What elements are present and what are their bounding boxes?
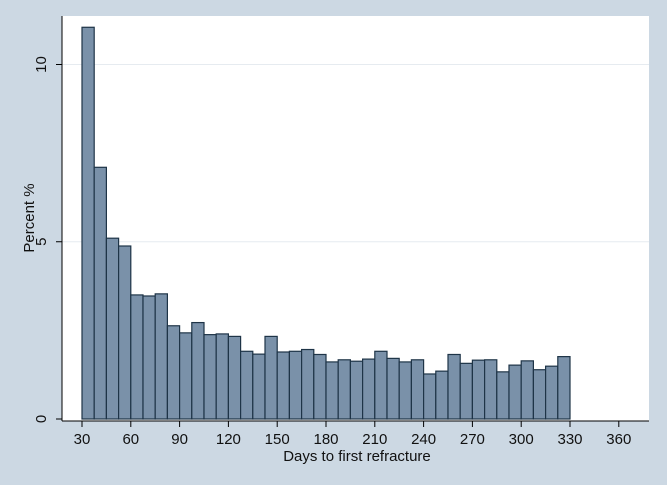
- bar-36: [520, 360, 535, 420]
- bar-10: [203, 334, 217, 420]
- bar-31: [459, 362, 474, 420]
- x-tick-label-300: 300: [509, 431, 534, 448]
- bar-5: [142, 295, 156, 420]
- bar-0: [81, 26, 95, 420]
- bar-12: [227, 335, 242, 420]
- y-tick-label-10: 10: [33, 56, 50, 73]
- bar-1: [93, 166, 107, 420]
- bar-14: [252, 353, 266, 420]
- x-tick-label-90: 90: [171, 431, 188, 448]
- x-tick-label-30: 30: [74, 431, 91, 448]
- bar-29: [435, 370, 449, 420]
- y-axis-title: Percent %: [21, 183, 38, 252]
- axes: [61, 16, 649, 422]
- bar-17: [288, 350, 303, 420]
- x-tick-label-60: 60: [122, 431, 139, 448]
- bar-34: [496, 371, 510, 420]
- bar-7: [166, 325, 181, 420]
- bar-19: [313, 353, 327, 420]
- y-tick-label-5: 5: [33, 238, 50, 246]
- bar-25: [386, 357, 400, 420]
- bar-22: [349, 360, 364, 420]
- x-tick-label-270: 270: [460, 431, 485, 448]
- x-axis-title: Days to first refracture: [283, 448, 431, 465]
- x-tick-label-240: 240: [411, 431, 436, 448]
- bar-3: [117, 245, 132, 420]
- bar-20: [325, 361, 339, 420]
- y-tick-label-0: 0: [33, 415, 50, 423]
- bar-30: [447, 353, 461, 420]
- bar-8: [179, 332, 193, 420]
- bar-18: [301, 348, 315, 420]
- bar-24: [374, 350, 388, 420]
- x-axis: 30 60 90 120 150 180 210 240 270 300 330 360: [74, 421, 631, 448]
- bar-9: [191, 321, 205, 420]
- x-tick-label-210: 210: [362, 431, 387, 448]
- gridlines: [62, 64, 649, 243]
- x-tick-label-120: 120: [216, 431, 241, 448]
- bar-39: [557, 356, 571, 420]
- bar-21: [337, 359, 352, 420]
- bar-28: [423, 373, 437, 420]
- bar-23: [362, 358, 376, 420]
- bars: [81, 26, 571, 420]
- bar-27: [410, 359, 425, 420]
- x-tick-label-360: 360: [606, 431, 631, 448]
- bar-37: [532, 369, 547, 420]
- bar-32: [471, 359, 486, 420]
- bar-2: [105, 237, 120, 420]
- x-tick-label-150: 150: [265, 431, 290, 448]
- bar-35: [508, 364, 522, 420]
- bar-26: [398, 361, 413, 420]
- bar-4: [130, 294, 144, 420]
- x-tick-label-180: 180: [313, 431, 338, 448]
- bar-15: [264, 335, 278, 420]
- bar-38: [544, 365, 559, 420]
- bar-16: [276, 351, 291, 420]
- bar-13: [240, 350, 254, 420]
- y-axis: 0 5 10: [33, 56, 62, 423]
- bar-33: [484, 359, 498, 420]
- bar-11: [215, 333, 229, 420]
- bar-6: [154, 293, 168, 420]
- x-tick-label-330: 330: [557, 431, 582, 448]
